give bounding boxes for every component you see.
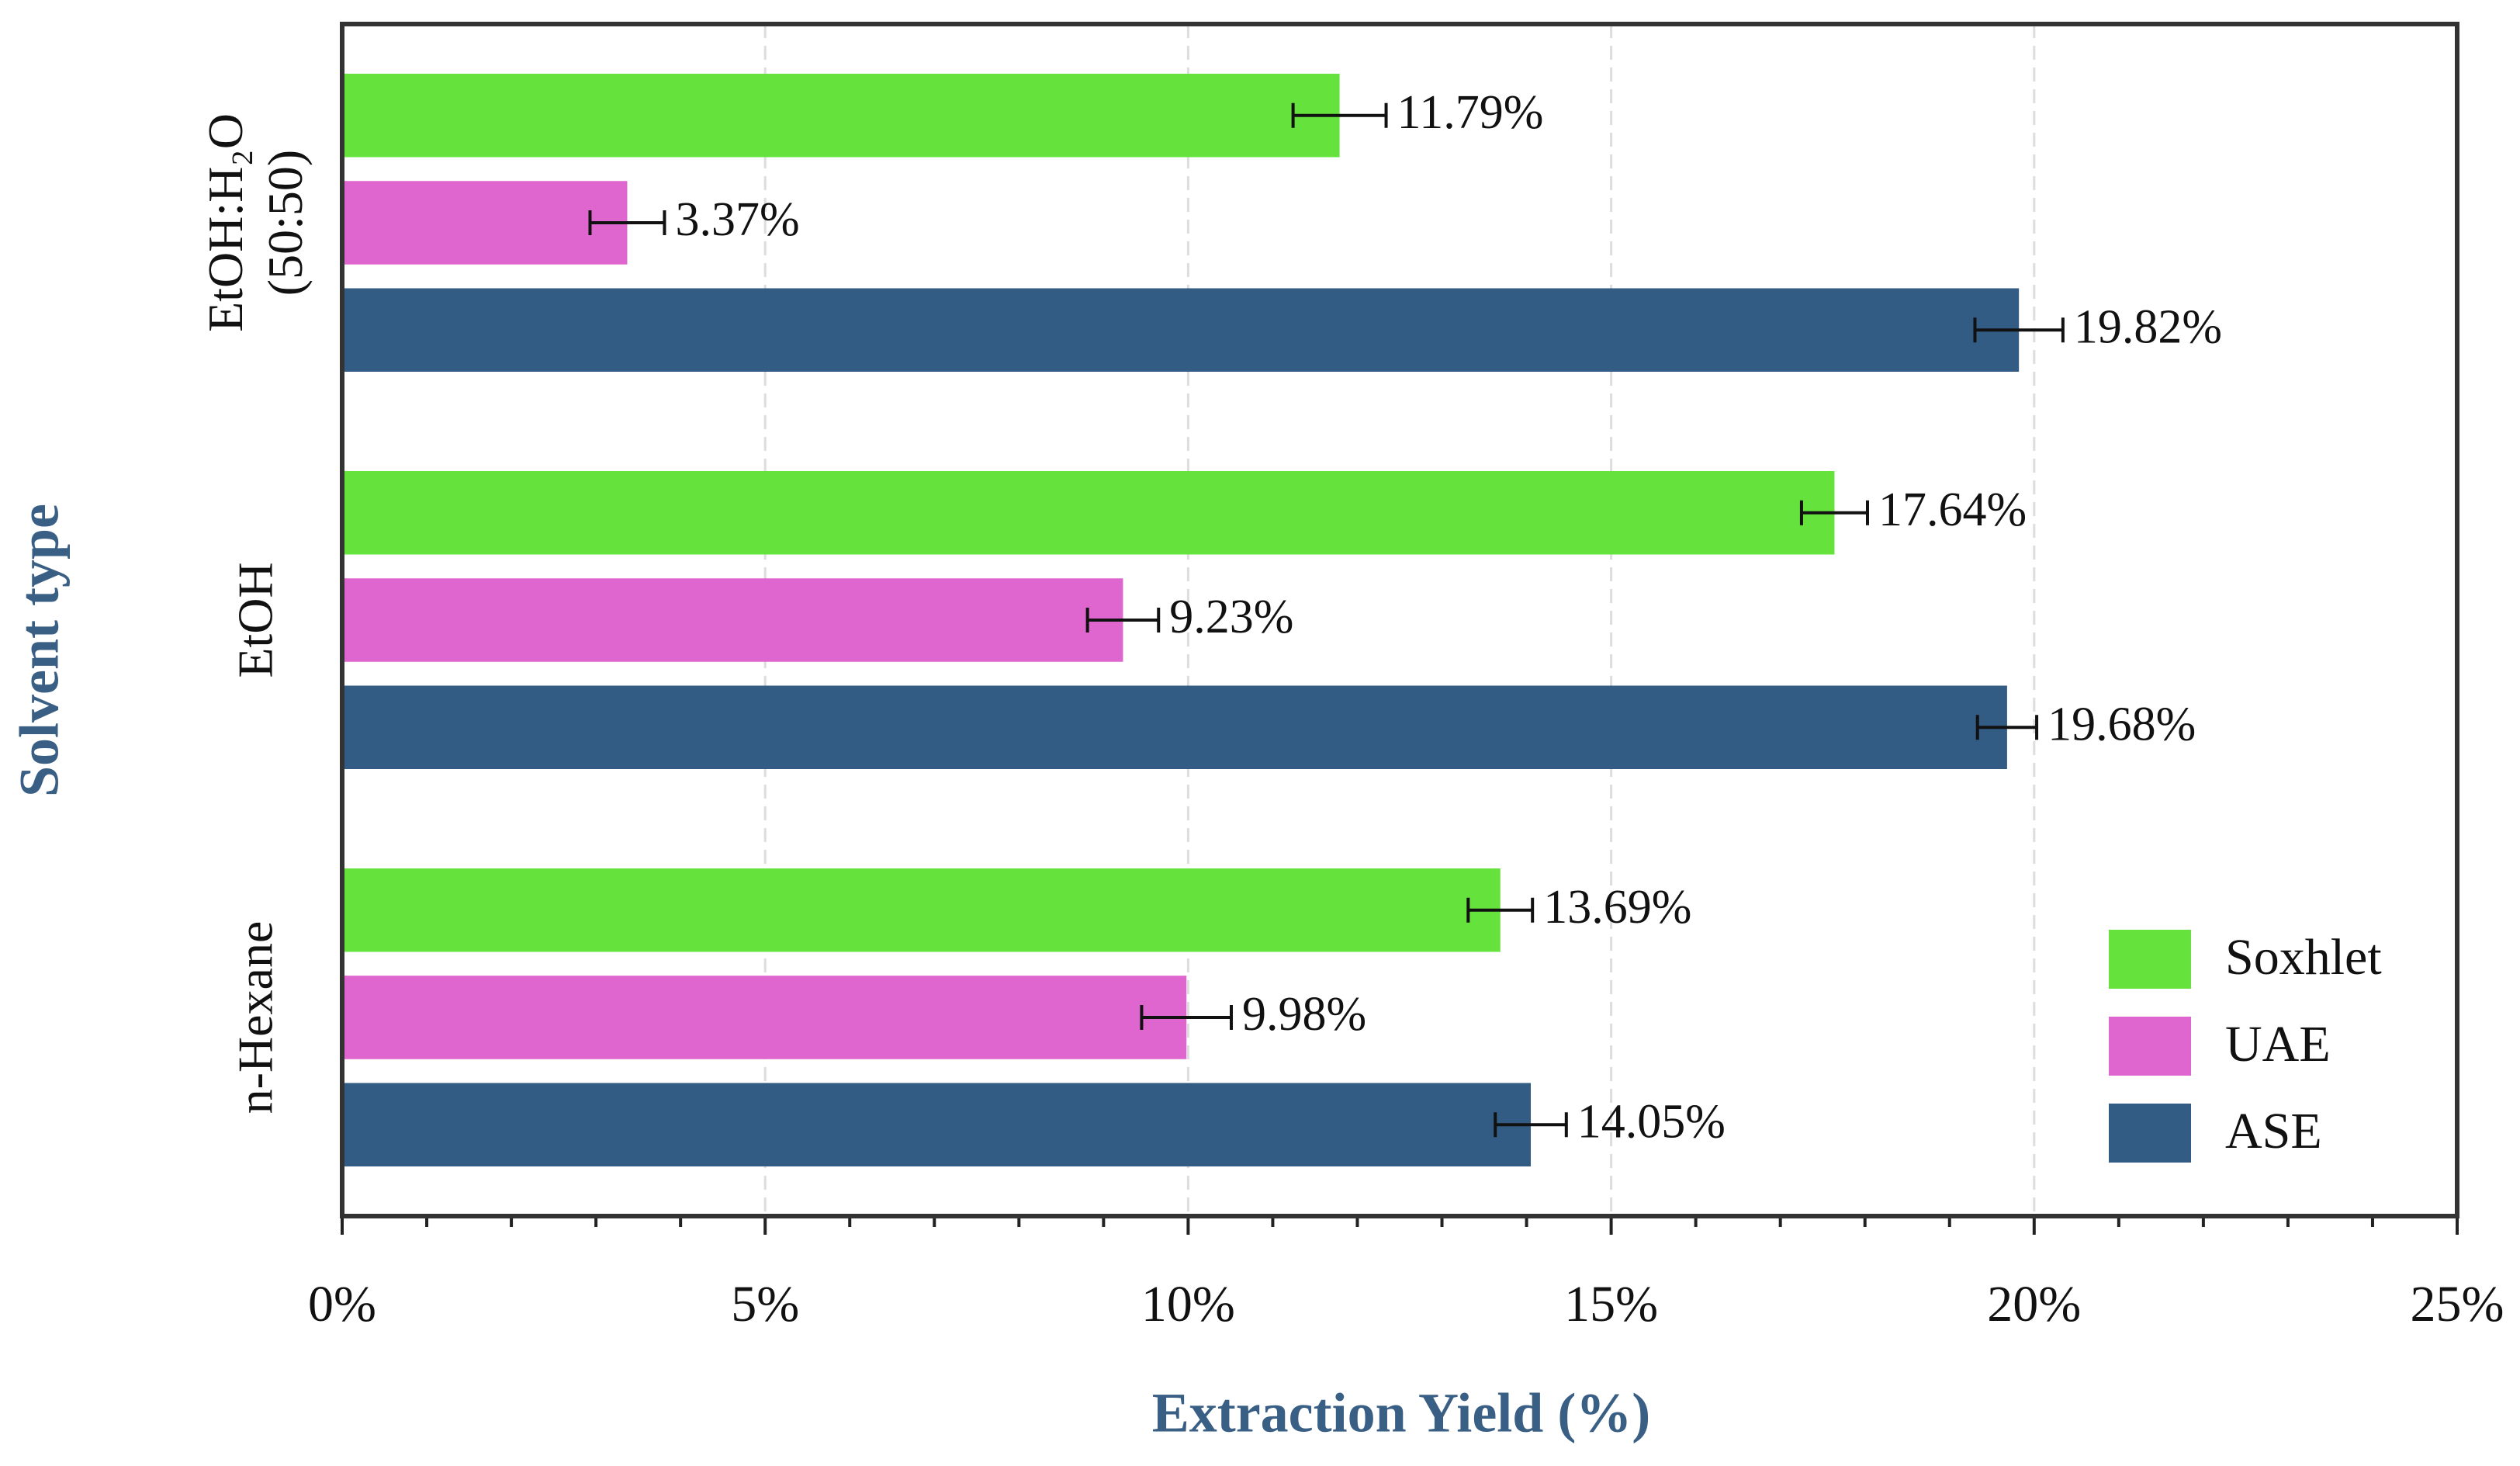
x-axis-title: Extraction Yield (%) <box>1152 1382 1651 1444</box>
value-label: 19.82% <box>2074 300 2222 353</box>
legend-label: Soxhlet <box>2225 929 2382 986</box>
legend-label: UAE <box>2225 1016 2331 1073</box>
bar <box>342 1083 1532 1166</box>
x-tick-label: 10% <box>1141 1276 1235 1333</box>
legend-label: ASE <box>2225 1103 2322 1159</box>
error-bar <box>1291 102 1388 128</box>
legend-swatch <box>2109 930 2191 989</box>
y-tick-label: EtOH <box>227 562 283 678</box>
bar <box>342 288 2020 372</box>
value-label: 9.98% <box>1242 988 1366 1041</box>
error-bar <box>1975 715 2039 740</box>
y-tick-label: EtOH:H₂O (50:50) <box>198 113 313 332</box>
error-bar <box>1494 1112 1568 1138</box>
bar <box>342 578 1123 662</box>
legend-swatch <box>2109 1104 2191 1163</box>
bar <box>342 471 1835 555</box>
bar <box>342 868 1501 952</box>
value-label: 17.64% <box>1878 483 2027 536</box>
plot-frame <box>340 22 2459 1218</box>
x-tick-label: 25% <box>2411 1276 2504 1333</box>
value-label: 13.69% <box>1543 881 1691 934</box>
error-bar <box>1973 317 2065 343</box>
value-label: 3.37% <box>675 193 799 246</box>
x-tick-label: 15% <box>1564 1276 1658 1333</box>
x-tick-label: 20% <box>1987 1276 2081 1333</box>
legend-swatch <box>2109 1017 2191 1076</box>
value-label: 14.05% <box>1577 1095 1726 1148</box>
y-axis-title: Solvent type <box>9 504 71 797</box>
bar <box>342 685 2007 769</box>
bar <box>342 976 1187 1059</box>
x-tick-label: 0% <box>308 1276 376 1333</box>
x-tick-label: 5% <box>731 1276 799 1333</box>
value-label: 9.23% <box>1169 591 1293 643</box>
error-bar <box>1085 608 1161 632</box>
bar <box>342 181 628 265</box>
value-label: 19.68% <box>2048 698 2196 750</box>
bar <box>342 74 1340 158</box>
y-tick-label: n-Hexane <box>227 920 283 1114</box>
error-bar <box>1466 897 1535 923</box>
value-label: 11.79% <box>1397 86 1544 139</box>
error-bar <box>588 210 666 235</box>
error-bar <box>1140 1005 1234 1030</box>
error-bar <box>1799 500 1869 525</box>
